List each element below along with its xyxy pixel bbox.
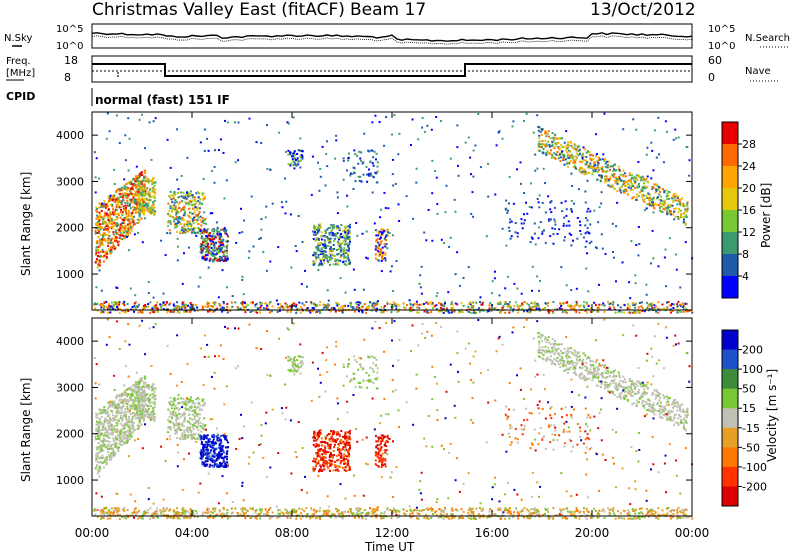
velocity-panel: 1000 2000 3000 4000 Slant Range [km] 200 100… <box>19 317 779 520</box>
colorbar-tick: 12 <box>742 226 756 239</box>
time-axis-label: Time UT <box>364 540 415 554</box>
velocity-ylabel: Slant Range [km] <box>19 378 33 482</box>
colorbar-tick: -100 <box>742 461 767 474</box>
colorbar-swatch <box>722 408 738 429</box>
power-scatter <box>93 112 694 314</box>
x-tick-label: 12:00 <box>375 526 410 540</box>
nave-tick-top: 60 <box>708 54 722 67</box>
nave-label: Nave <box>745 66 771 77</box>
velocity-colorbar-label: Velocity [m s⁻¹] <box>765 369 779 462</box>
colorbar-swatch <box>722 427 738 448</box>
noise-sky-trace <box>91 32 693 42</box>
x-tick-label: 00:00 <box>75 526 110 540</box>
power-ylabel: Slant Range [km] <box>19 172 33 276</box>
cpid-label: CPID <box>6 90 35 103</box>
y-tick-label: 1000 <box>56 268 84 281</box>
frequency-panel: Freq. [MHz] 18 8 60 0 Nave <box>6 54 778 84</box>
colorbar-tick: 15 <box>742 402 756 415</box>
colorbar-swatch <box>722 210 738 233</box>
date-label: 13/Oct/2012 <box>590 0 696 20</box>
power-colorbar-label: Power [dB] <box>759 183 773 248</box>
colorbar-swatch <box>722 369 738 390</box>
nave-tick-bottom: 0 <box>708 71 715 84</box>
colorbar-swatch <box>722 466 738 487</box>
beam-label: Beam 17 <box>350 0 426 20</box>
velocity-scatter <box>93 318 694 520</box>
colorbar-swatch <box>722 232 738 255</box>
colorbar-tick: -200 <box>742 480 767 493</box>
colorbar-tick: -50 <box>742 441 760 454</box>
colorbar-swatch <box>722 330 738 351</box>
colorbar-swatch <box>722 254 738 277</box>
cpid-value: normal (fast) 151 IF <box>95 93 230 107</box>
colorbar-tick: 100 <box>742 363 763 376</box>
colorbar-tick: 200 <box>742 344 763 357</box>
y-tick-label: 2000 <box>56 428 84 441</box>
x-tick-label: 04:00 <box>175 526 210 540</box>
freq-tick-bottom: 8 <box>64 71 71 84</box>
noise-right-label: N.Search <box>745 33 790 44</box>
colorbar-tick: -15 <box>742 422 760 435</box>
y-tick-label: 4000 <box>56 335 84 348</box>
noise-panel: N.Sky 10^5 10^0 10^5 10^0 N.Search <box>4 23 790 52</box>
time-axis: 00:00 04:00 08:00 12:00 16:00 20:00 00:00 <box>75 112 710 540</box>
y-tick-label: 2000 <box>56 222 84 235</box>
plot-title: Christmas Valley East (fitACF) <box>92 0 345 20</box>
frequency-trace <box>92 63 692 77</box>
colorbar-tick: 28 <box>742 138 756 151</box>
colorbar-swatch <box>722 447 738 468</box>
freq-tick-top: 18 <box>64 54 78 67</box>
x-tick-label: 00:00 <box>675 526 710 540</box>
y-tick-label: 3000 <box>56 175 84 188</box>
noise-right-tick-top: 10^5 <box>708 24 735 35</box>
noise-left-tick-top: 10^5 <box>56 24 83 35</box>
colorbar-swatch <box>722 144 738 167</box>
noise-left-label: N.Sky <box>4 33 32 44</box>
colorbar-tick: 24 <box>742 160 756 173</box>
y-tick-label: 4000 <box>56 129 84 142</box>
colorbar-tick: 20 <box>742 182 756 195</box>
colorbar-swatch <box>722 388 738 409</box>
colorbar-swatch <box>722 122 738 145</box>
colorbar-tick: 50 <box>742 383 756 396</box>
x-tick-label: 16:00 <box>475 526 510 540</box>
colorbar-tick: 4 <box>742 270 749 283</box>
noise-right-tick-bottom: 10^0 <box>708 41 735 52</box>
y-tick-label: 3000 <box>56 381 84 394</box>
freq-label-2: [MHz] <box>6 68 35 79</box>
noise-left-tick-bottom: 10^0 <box>56 41 83 52</box>
colorbar-swatch <box>722 166 738 189</box>
colorbar-swatch <box>722 276 738 299</box>
colorbar-tick: 8 <box>742 248 749 261</box>
noise-search-trace <box>91 35 693 45</box>
colorbar-swatch <box>722 188 738 211</box>
x-tick-label: 20:00 <box>575 526 610 540</box>
colorbar-swatch <box>722 349 738 370</box>
y-tick-label: 1000 <box>56 474 84 487</box>
freq-label-1: Freq. <box>6 56 31 67</box>
colorbar-tick: 16 <box>742 204 756 217</box>
power-panel: 1000 2000 3000 4000 Slant Range [km] 28 24 20… <box>19 111 773 314</box>
colorbar-swatch <box>722 486 738 507</box>
x-tick-label: 08:00 <box>275 526 310 540</box>
